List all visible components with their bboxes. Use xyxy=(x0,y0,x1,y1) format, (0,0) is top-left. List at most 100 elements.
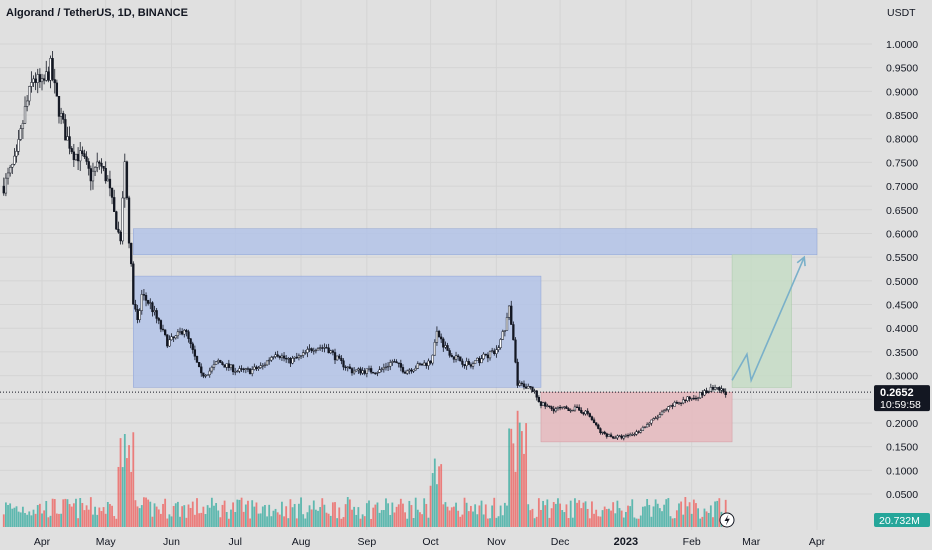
candle-body xyxy=(469,364,473,367)
volume-bar xyxy=(652,506,655,527)
time-tick-label: Mar xyxy=(742,536,761,548)
volume-bar xyxy=(213,505,215,527)
candle-body xyxy=(722,388,725,393)
volume-bar xyxy=(707,512,710,527)
candle-body xyxy=(365,368,369,374)
volume-bar xyxy=(221,504,224,527)
candle-body xyxy=(665,409,668,411)
candle-body xyxy=(210,366,214,372)
volume-bar xyxy=(117,466,120,527)
volume-bar xyxy=(438,466,440,527)
candle-body xyxy=(42,78,46,81)
lightning-button[interactable] xyxy=(719,512,735,528)
volume-bar xyxy=(38,503,41,527)
candle-body xyxy=(391,361,394,363)
candle-body xyxy=(369,368,373,373)
time-tick-label: Jul xyxy=(229,536,242,548)
price-tick-label: 0.1000 xyxy=(886,465,918,477)
candle-body xyxy=(580,410,583,413)
volume-bar xyxy=(610,510,612,527)
candle-body xyxy=(195,356,199,363)
candle-body xyxy=(488,351,492,359)
volume-bar xyxy=(599,516,602,527)
candle-body xyxy=(155,310,158,319)
candle-body xyxy=(701,392,704,396)
volume-bar xyxy=(582,502,585,527)
candle-body xyxy=(229,364,233,368)
candle-body xyxy=(474,360,477,364)
volume-bar xyxy=(312,500,315,527)
candle-body xyxy=(308,348,311,350)
candle-body xyxy=(524,386,528,389)
candle-body xyxy=(544,402,547,407)
candle-body xyxy=(448,350,451,356)
volume-bar xyxy=(650,516,653,527)
volume-bar xyxy=(705,511,708,527)
volume-bar xyxy=(289,499,292,527)
projection-arrow xyxy=(731,255,806,384)
candle-body xyxy=(629,434,632,437)
candle-body xyxy=(563,406,566,408)
time-axis[interactable]: Apr May Jun Jul Aug Sep Oct Nov Dec 2023 Feb Mar Apr xyxy=(34,536,826,548)
candle-body xyxy=(645,424,649,428)
time-tick-label: Nov xyxy=(487,536,506,548)
volume-bar xyxy=(202,506,205,527)
volume-bar xyxy=(380,510,383,527)
volume-bar xyxy=(658,508,661,527)
blue-zone xyxy=(133,228,818,256)
candle-body xyxy=(561,406,564,409)
volume-bar xyxy=(482,514,485,527)
volume-bar xyxy=(703,508,706,527)
candle-body xyxy=(74,153,78,161)
volume-bar xyxy=(200,512,203,527)
volume-bar xyxy=(389,514,392,527)
price-tick-label: 0.3000 xyxy=(886,371,918,383)
candle-body xyxy=(32,78,35,83)
price-axis[interactable]: USDT 1.0000 0.9500 0.9000 0.8500 0.8000 0.750… xyxy=(886,7,918,501)
candle-body xyxy=(189,338,192,345)
volume-bar xyxy=(508,428,511,527)
volume-bar xyxy=(196,498,198,527)
last-price-badge: 0.2652 10:59:58 xyxy=(874,385,930,412)
volume-bar xyxy=(368,500,370,527)
candle-body xyxy=(13,155,16,165)
volume-bar xyxy=(223,500,226,527)
projection-path xyxy=(731,256,805,384)
volume-bar xyxy=(70,506,73,527)
candle-body xyxy=(138,310,141,320)
candle-body xyxy=(185,329,188,332)
volume-bar xyxy=(646,498,649,527)
volume-bar xyxy=(281,501,283,527)
candle-body xyxy=(108,178,112,189)
candle-body xyxy=(306,349,309,353)
candle-body xyxy=(429,360,432,364)
candle-body xyxy=(554,408,557,412)
candle-body xyxy=(558,406,562,409)
candle-body xyxy=(38,74,42,83)
volume-bar xyxy=(690,513,693,527)
candle-body xyxy=(340,357,343,362)
volume-bar xyxy=(467,511,470,527)
volume-bar xyxy=(597,516,600,527)
candle-body xyxy=(465,360,468,367)
volume-bar xyxy=(359,518,362,527)
candle-body xyxy=(361,370,364,374)
candle-body xyxy=(501,331,504,340)
volume-bar xyxy=(193,514,196,527)
volume-bar xyxy=(495,517,498,527)
time-tick-label: 2023 xyxy=(614,536,638,548)
candle-body xyxy=(319,347,322,349)
candle-body xyxy=(382,367,385,370)
volume-bar xyxy=(53,499,56,527)
volume-badge: 20.732M xyxy=(874,513,930,527)
candle-body xyxy=(236,370,239,373)
candle-body xyxy=(552,408,555,412)
candle-body xyxy=(246,368,250,370)
volume-bar xyxy=(620,510,623,527)
candle-body xyxy=(694,397,698,400)
volume-bar xyxy=(493,497,496,527)
candle-body xyxy=(170,336,173,341)
candle-body xyxy=(573,406,577,411)
